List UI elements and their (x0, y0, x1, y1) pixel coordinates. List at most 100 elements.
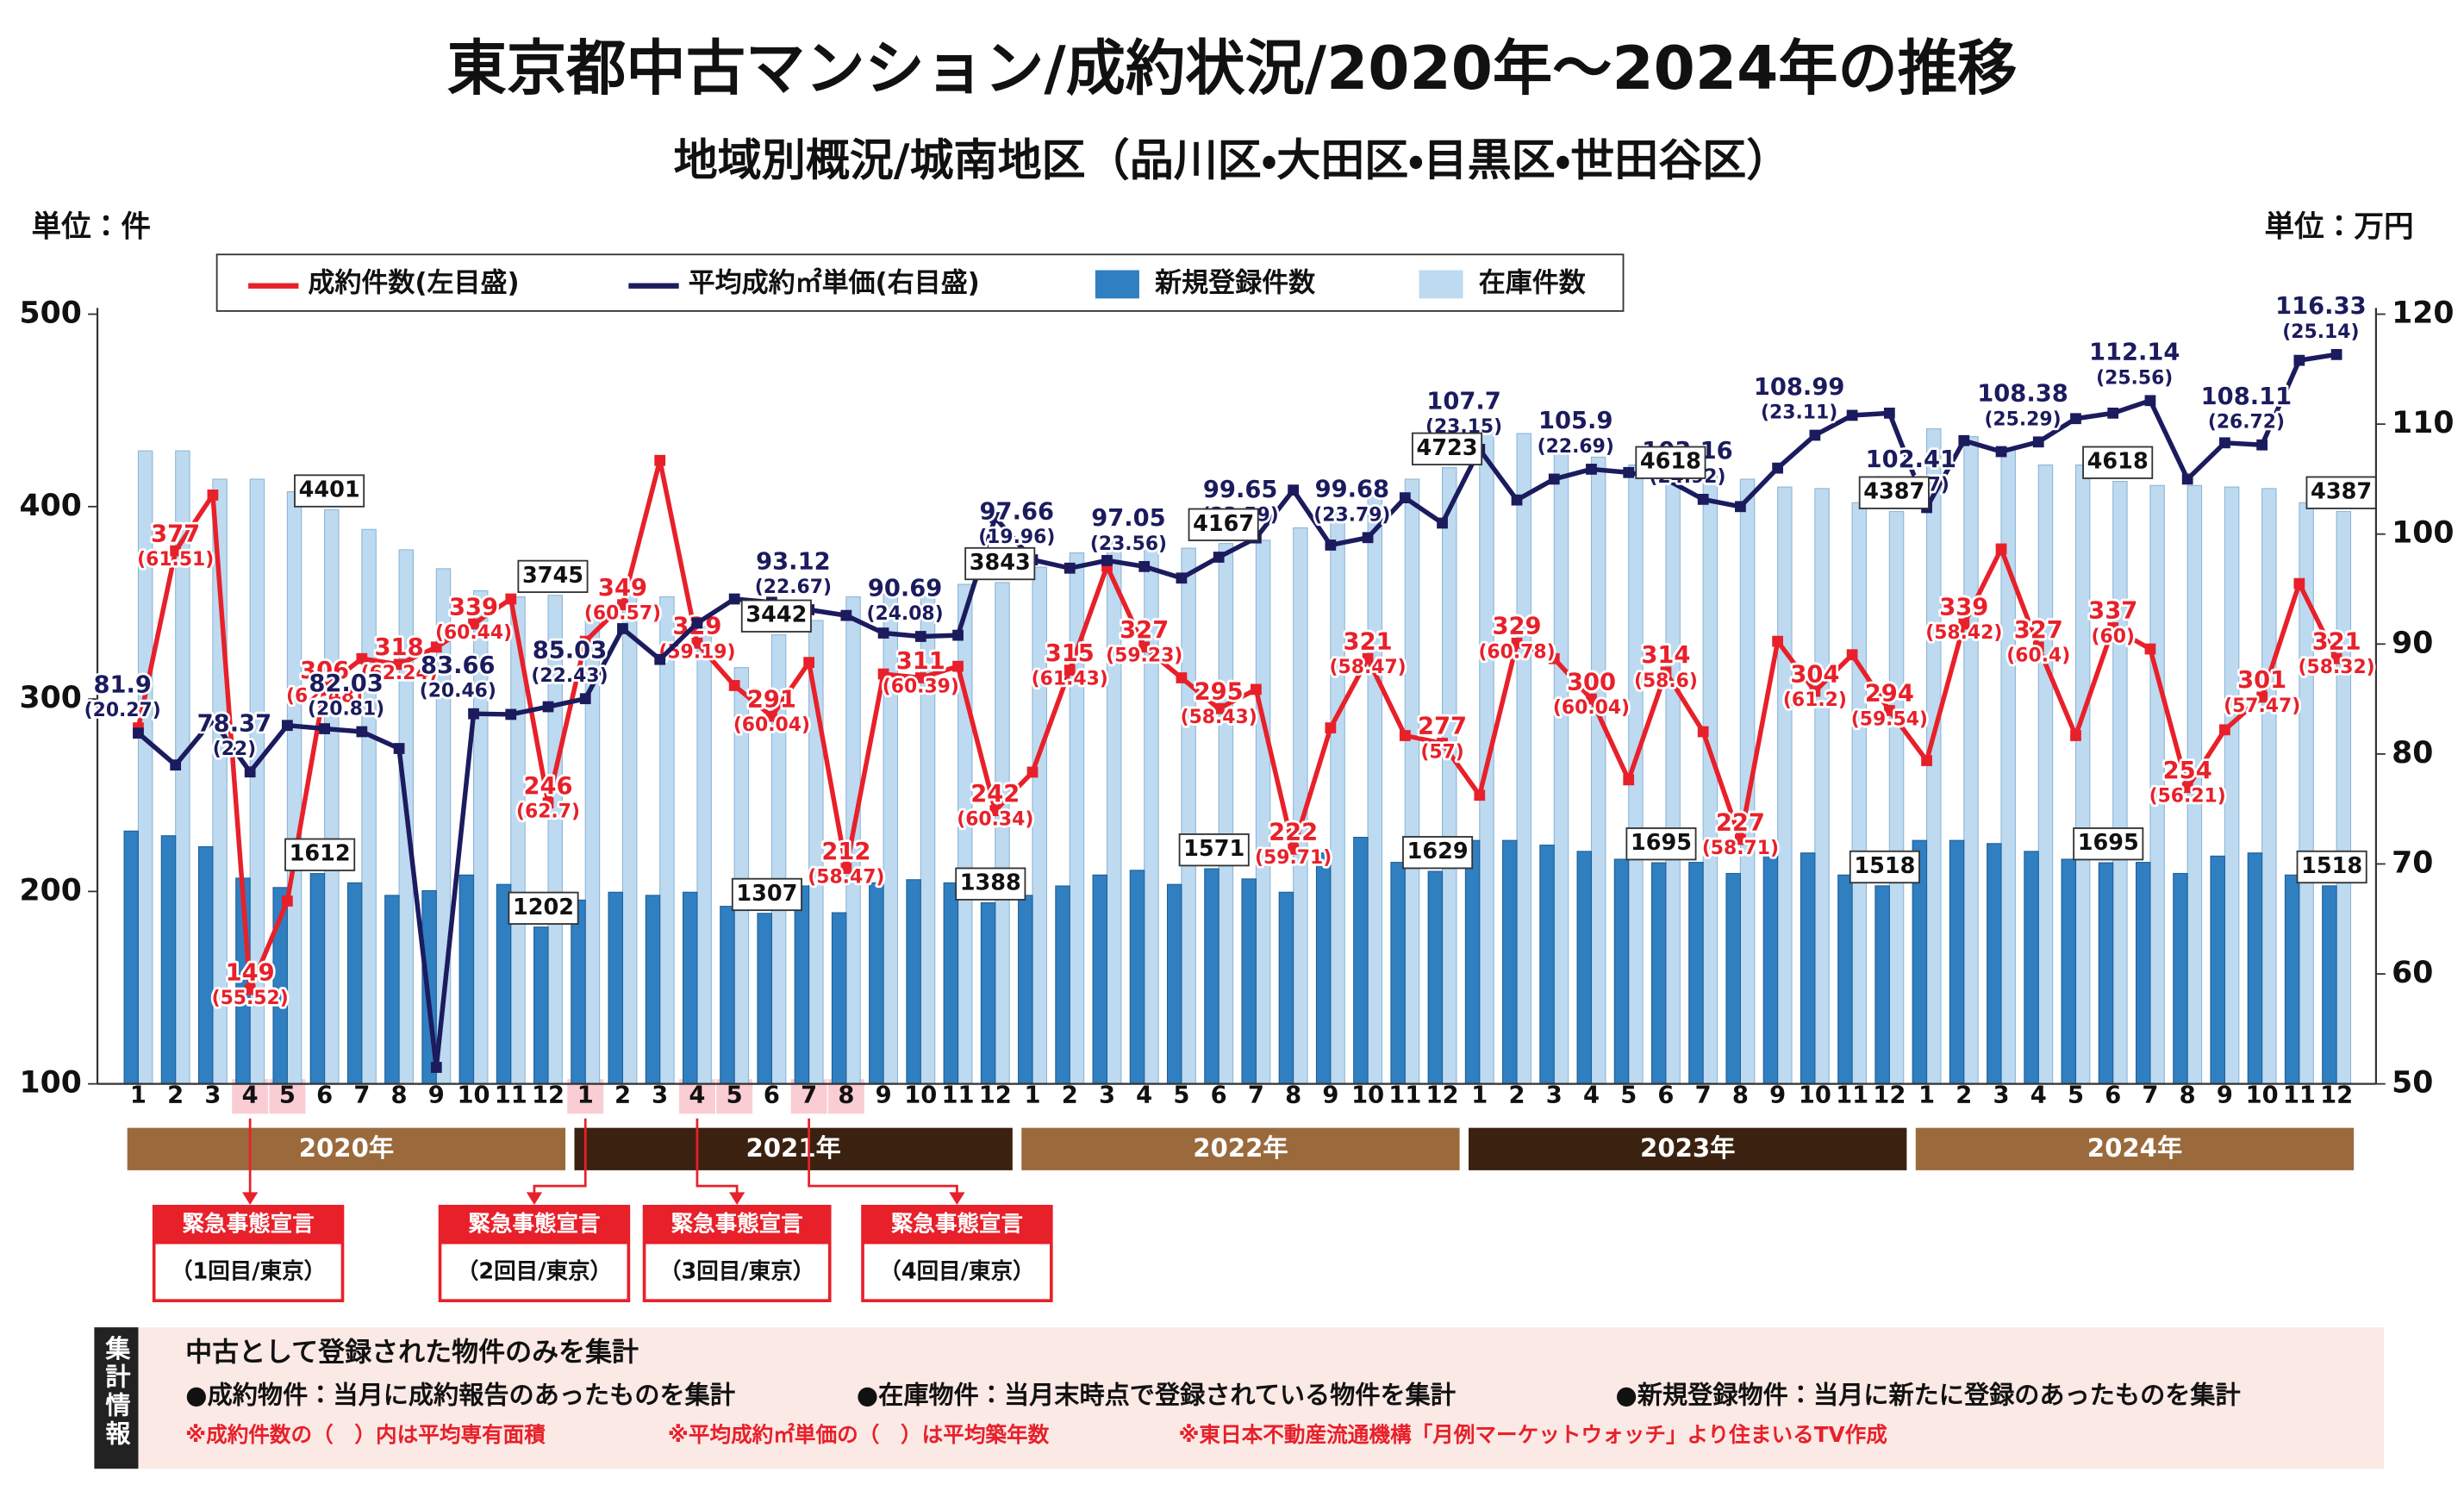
inventory-bar (696, 623, 712, 1085)
line-marker (654, 454, 666, 466)
x-tick-label: 2 (1956, 1082, 1972, 1109)
legend-swatch (1419, 270, 1463, 299)
line-marker (1138, 560, 1151, 572)
declaration-label: （3回目/東京） (659, 1258, 814, 1284)
inventory-bar (2149, 484, 2165, 1085)
line-marker (430, 1062, 442, 1073)
line-marker (1064, 664, 1076, 676)
month-highlight (269, 1079, 306, 1114)
line-marker (393, 743, 405, 754)
bar-label-box (1402, 836, 1474, 870)
bar-label: 4618 (2087, 449, 2149, 475)
new-listing-bar (1688, 862, 1704, 1085)
line-marker (728, 680, 740, 691)
month-highlight (827, 1079, 864, 1114)
inventory-bar (2224, 486, 2240, 1085)
data-label: 339 (449, 594, 498, 621)
line-marker (1026, 766, 1039, 778)
line-marker (356, 652, 368, 664)
new-listing-bar (906, 879, 921, 1085)
year-label: 2021年 (745, 1133, 840, 1163)
new-listing-bar (2210, 855, 2225, 1085)
line-marker (691, 617, 703, 629)
inventory-bar (1404, 478, 1420, 1085)
legend-swatch (1095, 270, 1139, 299)
year-band (1021, 1127, 1460, 1170)
month-highlight (790, 1079, 827, 1114)
new-listing-bar (160, 835, 177, 1085)
arrow-head (949, 1192, 965, 1205)
data-sub-label: (24.08) (867, 603, 944, 625)
bar-label-box (964, 546, 1036, 581)
data-label: 377 (151, 521, 200, 547)
line-marker (1511, 637, 1523, 649)
data-label: 222 (1269, 820, 1318, 846)
data-sub-label: (59.19) (658, 641, 735, 663)
data-label: 99.65 (1203, 477, 1277, 503)
line-marker (2032, 436, 2044, 448)
y2-tick-label: 70 (2392, 845, 2433, 880)
year-band (1469, 1127, 1907, 1170)
line-marker (1437, 738, 1448, 749)
bar-label: 1695 (2078, 830, 2139, 856)
x-tick-label: 1 (130, 1082, 147, 1109)
inventory-bar (957, 583, 973, 1085)
line-marker (2219, 437, 2230, 449)
line-marker (319, 682, 330, 694)
inventory-bar (2000, 446, 2016, 1085)
x-tick-label: 10 (1799, 1082, 1831, 1109)
new-listing-bar (980, 901, 996, 1085)
chart-title: 東京都中古マンション/成約状況/2020年～2024年の推移 (447, 34, 2018, 103)
x-tick-label: 9 (876, 1082, 892, 1109)
inventory-bar (1665, 481, 1681, 1085)
x-tick-label: 9 (2217, 1082, 2233, 1109)
new-listing-bar (2024, 851, 2039, 1085)
data-label: 105.9 (1538, 408, 1613, 434)
new-listing-bar (831, 912, 847, 1085)
notes-item: ●新規登録物件：当月に新たに登録のあったものを集計 (1615, 1380, 2240, 1409)
x-tick-label: 7 (2142, 1082, 2158, 1109)
footnote: ※成約件数の（ ）内は平均専有面積 (185, 1422, 546, 1447)
bar-label-box (1625, 827, 1697, 861)
bar-label-box (2305, 476, 2377, 509)
line-marker (1288, 843, 1300, 855)
y-tick-label: 100 (20, 1066, 82, 1101)
line-marker (952, 660, 964, 672)
bar-label-box (2073, 827, 2144, 861)
x-tick-label: 9 (1769, 1082, 1786, 1109)
y2-tick-label: 90 (2392, 626, 2433, 660)
bar-label-box (1849, 850, 1920, 884)
bar-label: 1307 (736, 881, 797, 907)
inventory-bar (1516, 433, 1531, 1085)
data-label: 327 (2014, 617, 2063, 644)
x-tick-label: 11 (495, 1082, 527, 1109)
data-sub-label: (23.11) (1761, 402, 1837, 423)
new-listing-bar (1390, 862, 1406, 1085)
data-sub-label: (19.96) (978, 527, 1055, 548)
line-marker (1325, 722, 1337, 733)
x-tick-label: 7 (353, 1082, 370, 1109)
data-label: 277 (1418, 714, 1467, 740)
line-marker (840, 609, 852, 621)
inventory-bar (1367, 491, 1383, 1085)
year-label: 2024年 (2087, 1133, 2182, 1163)
year-label: 2022年 (1193, 1133, 1288, 1163)
line-marker (1101, 554, 1113, 566)
new-listing-bar (458, 874, 475, 1085)
x-tick-label: 1 (1918, 1082, 1935, 1109)
x-tick-label: 4 (2030, 1082, 2047, 1109)
x-tick-label: 12 (979, 1082, 1012, 1109)
line-marker (505, 708, 517, 720)
line-marker (1697, 726, 1709, 738)
new-listing-bar (1875, 885, 1890, 1085)
line-marker (430, 641, 442, 653)
data-sub-label: (60.04) (1553, 697, 1630, 719)
declaration-title: 緊急事態宣言 (183, 1212, 315, 1238)
data-label: 108.11 (2201, 384, 2292, 410)
data-label: 227 (1716, 809, 1765, 836)
x-tick-label: 4 (242, 1082, 259, 1109)
line-marker (393, 658, 405, 671)
data-sub-label: (55.52) (212, 988, 289, 1009)
inventory-bar (2037, 464, 2054, 1085)
new-listing-bar (1837, 874, 1853, 1085)
